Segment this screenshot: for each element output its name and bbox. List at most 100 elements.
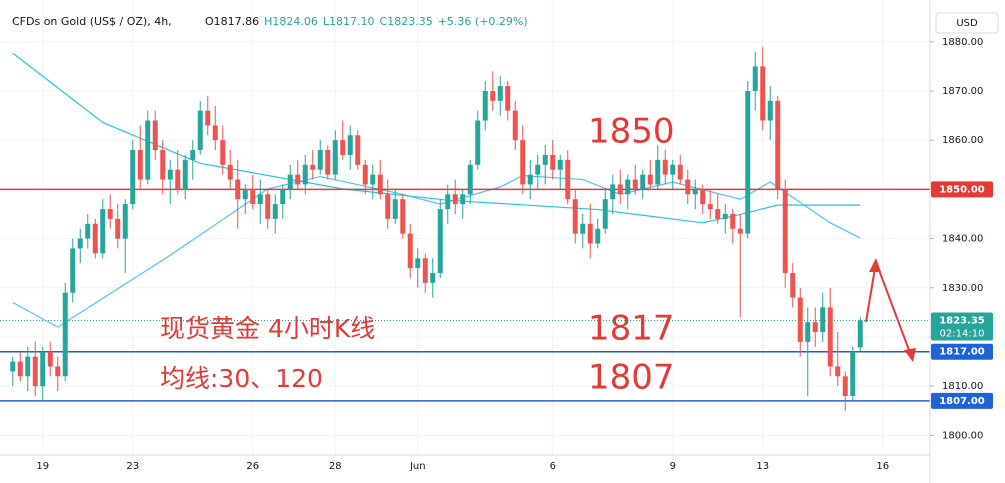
candle-body [212,125,218,141]
candle-body [122,204,128,239]
y-tick-label: 1830.00 [942,283,983,294]
candle-body [107,209,113,219]
candle-body [730,213,736,229]
candle-body [92,223,98,254]
level-badge [931,343,993,360]
candle-body [490,91,496,101]
candle-body [565,159,571,200]
candle-body [722,213,728,219]
candle-body [130,150,136,205]
candle-body [302,164,308,185]
candle-body [47,351,53,367]
candle-body [512,110,518,141]
candle-body [610,184,616,200]
legend-value: C1823.35 [380,15,433,28]
candle-body [482,91,488,121]
candle-body [707,204,713,210]
candle-body [317,150,323,170]
candle-body [700,189,706,205]
arrow-head [904,348,916,362]
level-badge [931,392,993,409]
candle-body [595,228,601,244]
candle-body [542,154,548,165]
candle-body [692,189,698,195]
candle-body [257,194,263,205]
candle-body [137,150,143,180]
candle-body [850,351,856,396]
x-tick-label: 13 [756,461,769,472]
candle-body [602,199,608,229]
axes: 1800.001810.001820.001830.001840.001850.… [36,37,993,472]
level-label: 1850.00 [939,184,985,195]
annotation: 1807 [588,358,675,398]
currency-button[interactable] [935,12,999,34]
candle-body [437,209,443,273]
moving-average [12,174,861,328]
level-label: 1807.00 [939,396,985,407]
candle-body [77,238,83,249]
candle-body [422,258,428,283]
moving-average [12,52,861,224]
candle-body [647,174,653,185]
candle-body [32,356,38,387]
candle-body [400,199,406,234]
candle-body [227,164,233,180]
candle-body [430,273,436,283]
candle-body [265,194,271,219]
candle-body [745,91,751,234]
y-tick-label: 1870.00 [942,86,983,97]
candle-body [115,218,121,239]
candle-body [617,184,623,195]
candle-body [17,361,23,377]
candle-body [287,174,293,190]
candle-body [355,135,361,165]
annotation: 1817 [588,309,675,349]
x-tick-label: 23 [126,461,139,472]
countdown: 02:14:10 [940,328,985,339]
candle-body [520,140,526,185]
candle-body [782,189,788,273]
currency[interactable]: USD [956,18,978,29]
candle-body [655,159,661,185]
candle-body [527,174,533,185]
candle-body [685,179,691,195]
candle-body [175,169,181,190]
candle-body [557,159,563,170]
y-tick-label: 1840.00 [942,234,983,245]
candle-body [857,320,863,348]
candle-body [752,66,758,91]
arrow-head [869,258,881,272]
candle-body [475,120,481,165]
candle-body [242,189,248,200]
candle-body [805,322,811,342]
candle-body [55,366,61,377]
candle-body [407,233,413,269]
candle-body [160,150,166,180]
candle-body [205,110,211,126]
candle-body [332,140,338,175]
candle-body [842,376,848,396]
candle-body [572,199,578,234]
y-tick-label: 1800.00 [942,430,983,441]
x-tick-label: 6 [550,461,556,472]
candle-body [505,86,511,111]
levels [0,188,930,402]
candle-body [310,164,316,170]
candle-body [25,356,31,377]
y-tick-label: 1860.00 [942,135,983,146]
x-tick-label: 28 [329,461,342,472]
candle-body [235,179,241,200]
candle-body [715,209,721,219]
candle-body [347,135,353,155]
candle-body [415,258,421,269]
candle-body [145,120,151,180]
candle-body [467,164,473,195]
candle-body [812,322,818,333]
candle-body [670,164,676,175]
candle-body [100,209,106,254]
candle-body [295,174,301,185]
candle-body [827,307,833,367]
level-label: 1817.00 [939,347,985,358]
candle-body [445,194,451,210]
